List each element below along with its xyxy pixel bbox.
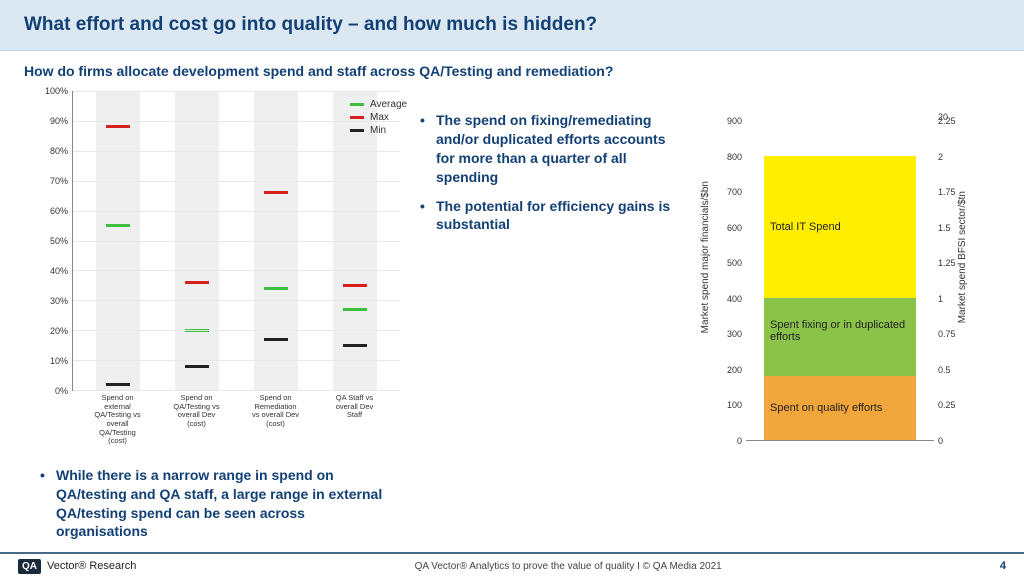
- right-axis-tick: 2: [938, 152, 943, 162]
- marker-max: [264, 191, 288, 194]
- y-tick: 40%: [50, 266, 68, 276]
- left-axis-tick: 600: [727, 223, 742, 233]
- legend-swatch: [350, 103, 364, 106]
- page-title: What effort and cost go into quality – a…: [24, 14, 1000, 36]
- x-label: Spend on external QA/Testing vs overall …: [94, 391, 142, 446]
- y-tick: 0%: [55, 386, 68, 396]
- x-label: Spend on QA/Testing vs overall Dev (cost…: [173, 391, 221, 446]
- legend-swatch: [350, 129, 364, 132]
- mid-bullet-item: The potential for efficiency gains is su…: [420, 197, 680, 235]
- legend-swatch: [350, 116, 364, 119]
- page-number: 4: [1000, 560, 1006, 572]
- marker-max: [106, 125, 130, 128]
- right-axis-tick: 1: [938, 294, 943, 304]
- footer: QA Vector® Research QA Vector® Analytics…: [0, 552, 1024, 578]
- legend-label: Max: [370, 112, 389, 123]
- logo-text: Vector® Research: [47, 560, 136, 572]
- left-axis-tick: 900: [727, 116, 742, 126]
- footer-center: QA Vector® Analytics to prove the value …: [415, 561, 722, 572]
- right-axis-tick: 0.25: [938, 400, 956, 410]
- right-axis-tick: 1.75: [938, 187, 956, 197]
- left-axis-tick: 700: [727, 187, 742, 197]
- middle-column: The spend on fixing/remediating and/or d…: [420, 91, 680, 551]
- y-tick: 60%: [50, 206, 68, 216]
- right-column: Market spend major financials/$bn Market…: [700, 91, 990, 551]
- x-label: QA Staff vs overall Dev Staff: [331, 391, 379, 446]
- left-column: 0%10%20%30%40%50%60%70%80%90%100% Averag…: [40, 91, 400, 551]
- marker-avg: [343, 308, 367, 311]
- left-axis-tick: 200: [727, 365, 742, 375]
- legend-label: Min: [370, 125, 386, 136]
- marker-avg: [264, 287, 288, 290]
- left-axis-tick: 300: [727, 329, 742, 339]
- logo-badge: QA: [18, 559, 41, 574]
- right-axis-tick: 20: [938, 112, 948, 122]
- y-tick: 90%: [50, 116, 68, 126]
- content-area: 0% 10% 20% 30% 40% 50% 60% 70% 80% 90% 100% Averag…: [0, 83, 1024, 551]
- legend-label: Average: [370, 99, 407, 110]
- marker-min: [264, 338, 288, 341]
- footer-logo: QA Vector® Research: [18, 559, 136, 574]
- stacked-segment-label: Spent on quality efforts: [770, 402, 882, 414]
- y-tick: 20%: [50, 326, 68, 336]
- title-bar: What effort and cost go into quality – a…: [0, 0, 1024, 51]
- left-axis-tick: 400: [727, 294, 742, 304]
- marker-avg: [106, 224, 130, 227]
- right-axis-tick: 1.5: [938, 223, 951, 233]
- range-chart-legend: Average Max Min: [350, 99, 407, 138]
- y-tick: 50%: [50, 236, 68, 246]
- marker-min: [106, 383, 130, 386]
- marker-max: [343, 284, 367, 287]
- marker-min: [343, 344, 367, 347]
- y-tick: 30%: [50, 296, 68, 306]
- stacked-segment-label: Total IT Spend: [770, 221, 841, 233]
- left-axis-tick: 0: [737, 436, 742, 446]
- left-bullet-list: While there is a narrow range in spend o…: [40, 466, 400, 542]
- y-tick: 70%: [50, 176, 68, 186]
- left-axis-tick: 800: [727, 152, 742, 162]
- right-axis-tick: 0.5: [938, 365, 951, 375]
- page-subtitle: How do firms allocate development spend …: [0, 51, 1024, 83]
- right-axis-tick: 1.25: [938, 258, 956, 268]
- left-axis-label: Market spend major financials/$bn: [700, 181, 711, 333]
- left-axis-tick: 500: [727, 258, 742, 268]
- stacked-segment-label: Spent fixing or in duplicated efforts: [770, 319, 934, 343]
- stacked-chart: Market spend major financials/$bn Market…: [700, 101, 960, 461]
- y-tick: 100%: [45, 86, 68, 96]
- left-axis-tick: 100: [727, 400, 742, 410]
- right-axis-tick: 0.75: [938, 329, 956, 339]
- left-bullet-item: While there is a narrow range in spend o…: [40, 466, 400, 542]
- y-tick: 80%: [50, 146, 68, 156]
- mid-bullet-item: The spend on fixing/remediating and/or d…: [420, 111, 680, 187]
- mid-bullet-list: The spend on fixing/remediating and/or d…: [420, 111, 680, 234]
- y-tick: 10%: [50, 356, 68, 366]
- range-chart: 0%10%20%30%40%50%60%70%80%90%100% Averag…: [40, 91, 400, 391]
- marker-max: [185, 281, 209, 284]
- marker-min: [185, 365, 209, 368]
- x-label: Spend on Remediation vs overall Dev (cos…: [252, 391, 300, 446]
- right-axis-tick: 0: [938, 436, 943, 446]
